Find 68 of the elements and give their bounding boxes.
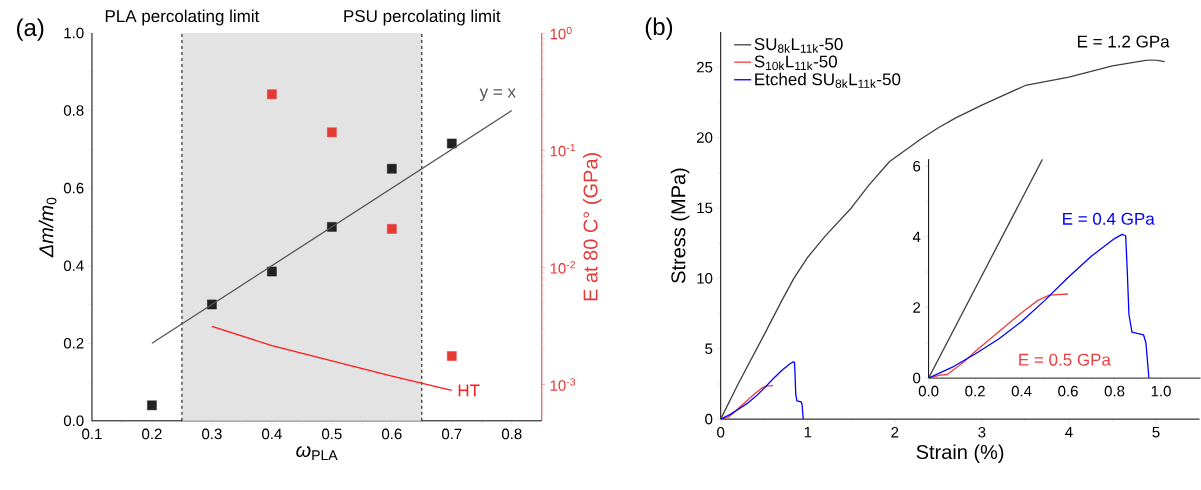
x-axis-title: ω$_{PLA}$	[296, 446, 338, 461]
series-label: E = 0.5 GPa	[1019, 353, 1111, 366]
x-tick-label: 0.7	[441, 428, 462, 440]
y2-tick-label: 10$^{-3}$	[550, 378, 576, 391]
y-tick-label: 0	[913, 372, 921, 384]
line-series	[720, 361, 804, 420]
point	[267, 266, 277, 277]
y-tick-label: 15	[697, 202, 713, 214]
x-tick-label: 0.8	[1104, 385, 1125, 397]
y-tick-label: 20	[696, 132, 713, 143]
y-tick-label: 5	[705, 343, 713, 355]
point	[387, 164, 397, 174]
series-label: y = x	[479, 88, 516, 102]
x-tick-label: 0.2	[142, 428, 162, 440]
line-series	[720, 385, 774, 420]
legend-label: SU$_{8k}$L$_{11k}$-50	[754, 38, 843, 53]
ref-line-label: PSU percolating limit	[344, 9, 501, 26]
y2-tick-label: 10$^{0}$	[550, 26, 572, 40]
x-tick-label: 1.0	[1151, 385, 1171, 397]
x-tick-label: 0.8	[501, 428, 522, 440]
point	[387, 224, 397, 234]
series-label: HT	[458, 384, 480, 397]
y-tick-label: 4	[912, 231, 921, 243]
ref-line-label: PLA percolating limit	[105, 9, 260, 26]
series-label: E = 0.4 GPa	[1063, 212, 1155, 225]
point	[447, 351, 457, 361]
y2-axis-title: E at 80 C° (GPa)	[582, 153, 602, 301]
legend-label: Etched SU$_{8k}$L$_{11k}$-50	[755, 72, 901, 89]
x-tick-label: 0.3	[202, 428, 222, 440]
annotation: E = 1.2 GPa	[1077, 35, 1170, 48]
y-tick-label: 6	[913, 160, 921, 172]
point	[447, 138, 457, 149]
x-tick-label: 0	[717, 427, 725, 438]
x-tick-label: 3	[978, 427, 986, 438]
y-axis-title: Stress (MPa)	[670, 168, 690, 284]
text: (a)	[17, 18, 44, 41]
line-series	[928, 233, 1150, 379]
x-tick-label: 4	[1065, 427, 1073, 438]
legend-label: S$_{10k}$L$_{11k}$-50	[754, 55, 838, 71]
y-tick-label: 10	[697, 273, 713, 284]
y2-tick-label: 10$^{-1}$	[550, 143, 576, 157]
point	[267, 89, 277, 100]
x-tick-label: 0.4	[262, 428, 282, 440]
x-axis-title: Strain (%)	[916, 444, 1004, 464]
y-tick-label: 0.4	[63, 260, 84, 272]
x-tick-label: 0.1	[82, 428, 102, 440]
x-tick-label: 0.6	[1058, 385, 1078, 397]
x-tick-label: 0.4	[1011, 385, 1032, 397]
y2-tick-label: 10$^{-2}$	[550, 261, 576, 274]
y-tick-label: 1.0	[64, 27, 84, 39]
x-tick-label: 2	[891, 427, 899, 438]
y-tick-label: 25	[696, 61, 713, 73]
x-tick-label: 1	[804, 427, 812, 438]
x-tick-label: 5	[1152, 427, 1160, 438]
y-tick-label: 2	[913, 302, 921, 313]
text: (b)	[645, 17, 673, 40]
y-tick-label: 0.6	[63, 182, 84, 194]
y-tick-label: 0.8	[63, 105, 84, 116]
y-tick-label: 0.2	[63, 338, 84, 349]
y-tick-label: 0	[705, 413, 713, 425]
y-tick-label: 0.0	[63, 415, 84, 427]
x-tick-label: 0.6	[382, 428, 402, 440]
point	[147, 400, 157, 411]
point	[327, 127, 337, 138]
x-tick-label: 0.5	[322, 428, 342, 440]
y-axis-title: Δm/m$_{0}$	[38, 197, 57, 258]
line-series	[211, 325, 453, 392]
x-tick-label: 0.2	[965, 385, 985, 397]
